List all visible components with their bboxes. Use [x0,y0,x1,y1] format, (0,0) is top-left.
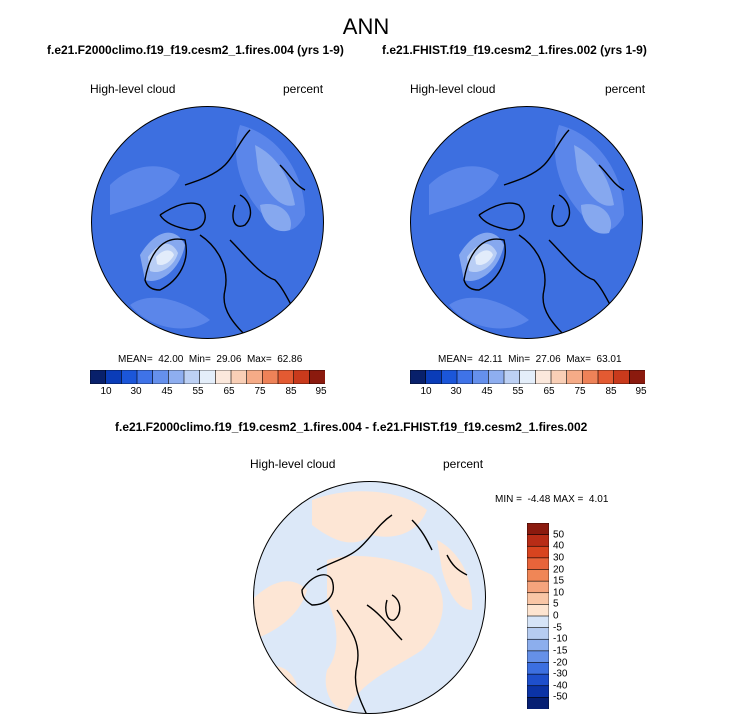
cb3-tick: -5 [553,622,562,634]
colorbar-swatch [527,650,549,664]
colorbar-swatch [629,370,645,384]
colorbar-swatch [550,370,568,384]
colorbar-swatch [527,523,549,536]
cb3-tick: -50 [553,691,568,703]
cb3-tick: 40 [553,540,565,552]
colorbar-swatch [527,592,549,605]
colorbar-swatch [527,697,549,709]
cb3-tick: 30 [553,552,565,564]
colorbar-swatch [527,673,549,687]
colorbar-swatch [613,370,630,384]
cb3-tick: 20 [553,564,565,575]
panel-1-stats: MEAN= 42.00 Min= 29.06 Max= 62.86 [118,354,303,365]
panel-2-colorbar-ticks: 10 30 45 55 65 75 85 95 [410,386,647,400]
panel-2-polar-map [410,106,643,339]
colorbar-swatch [527,662,549,675]
figure-title: ANN [342,14,390,39]
colorbar-swatch [183,370,201,384]
panel-2-stats: MEAN= 42.11 Min= 27.06 Max= 63.01 [438,354,622,365]
diff-panel-variable-label: High-level cloud [250,457,336,471]
colorbar-swatch [168,370,185,384]
colorbar-swatch [566,370,583,384]
cb2-tick: 45 [481,386,493,397]
cb3-tick: 15 [553,575,565,587]
colorbar-swatch [425,370,442,384]
colorbar-swatch [472,370,489,384]
cb1-tick: 10 [100,386,112,397]
panel-1-variable-label: High-level cloud [90,82,176,96]
colorbar-swatch [519,370,536,384]
panel-1-colorbar [90,370,325,384]
panel-2-title: f.e21.FHIST.f19_f19.cesm2_1.fires.002 (y… [382,43,647,57]
colorbar-swatch [309,370,325,384]
colorbar-swatch [121,370,138,384]
cb2-tick: 30 [450,386,462,397]
cb2-tick: 55 [512,386,524,397]
panel-2-colorbar [410,370,645,384]
colorbar-swatch [535,370,552,384]
diff-panel-units-label: percent [443,457,484,471]
cb3-tick: -15 [553,645,568,657]
colorbar-swatch [105,370,122,384]
colorbar-swatch [527,580,549,594]
panel-2-units-label: percent [605,82,646,96]
cb3-tick: -30 [553,668,568,680]
colorbar-swatch [199,370,216,384]
colorbar-swatch [277,370,295,384]
cb2-tick: 65 [543,386,555,397]
cb3-tick: 5 [553,598,559,610]
colorbar-swatch [527,557,549,571]
colorbar-swatch [152,370,169,384]
cb3-tick: -10 [553,633,568,645]
colorbar-swatch [230,370,248,384]
colorbar-swatch [215,370,232,384]
cb3-tick: -20 [553,657,568,668]
panel-2-variable-label: High-level cloud [410,82,496,96]
panel-1-title: f.e21.F2000climo.f19_f19.cesm2_1.fires.0… [47,43,344,57]
cb1-tick: 85 [285,386,297,397]
cb1-tick: 30 [130,386,142,397]
cb1-tick: 55 [192,386,204,397]
colorbar-swatch [527,627,549,640]
colorbar-swatch [527,545,549,559]
panel-1-polar-map [91,106,324,339]
colorbar-swatch [527,569,549,582]
diff-panel-polar-map [253,481,486,714]
colorbar-swatch [527,534,549,547]
colorbar-swatch [527,615,549,629]
cb1-tick: 75 [254,386,266,397]
colorbar-swatch [246,370,263,384]
colorbar-swatch [503,370,521,384]
cb1-tick: 65 [223,386,235,397]
colorbar-swatch [441,370,458,384]
cb3-tick: -40 [553,680,568,692]
panel-1-colorbar-ticks: 10 30 45 55 65 75 85 95 [90,386,327,400]
diff-panel-stats: MIN = -4.48 MAX = 4.01 [495,494,609,505]
colorbar-swatch [293,370,310,384]
colorbar-swatch [488,370,505,384]
cb3-tick: 0 [553,610,559,622]
cb1-tick: 45 [161,386,173,397]
diff-panel-title: f.e21.F2000climo.f19_f19.cesm2_1.fires.0… [115,420,588,434]
colorbar-swatch [262,370,279,384]
cb2-tick: 85 [605,386,617,397]
cb3-tick: 10 [553,587,565,599]
colorbar-swatch [527,638,549,652]
diff-colorbar-ticks: 50 40 30 20 15 10 5 0 -5 -10 -15 -20 -30… [553,523,583,709]
colorbar-swatch [456,370,474,384]
colorbar-swatch [410,370,427,384]
colorbar-swatch [90,370,107,384]
cb1-tick: 95 [315,386,327,397]
cb2-tick: 10 [420,386,432,397]
cb2-tick: 75 [574,386,586,397]
colorbar-swatch [597,370,615,384]
cb3-tick: 50 [553,529,565,541]
diff-colorbar [527,523,549,709]
colorbar-swatch [136,370,154,384]
colorbar-swatch [582,370,599,384]
colorbar-swatch [527,685,549,698]
panel-1-units-label: percent [283,82,324,96]
cb2-tick: 95 [635,386,647,397]
colorbar-swatch [527,604,549,617]
